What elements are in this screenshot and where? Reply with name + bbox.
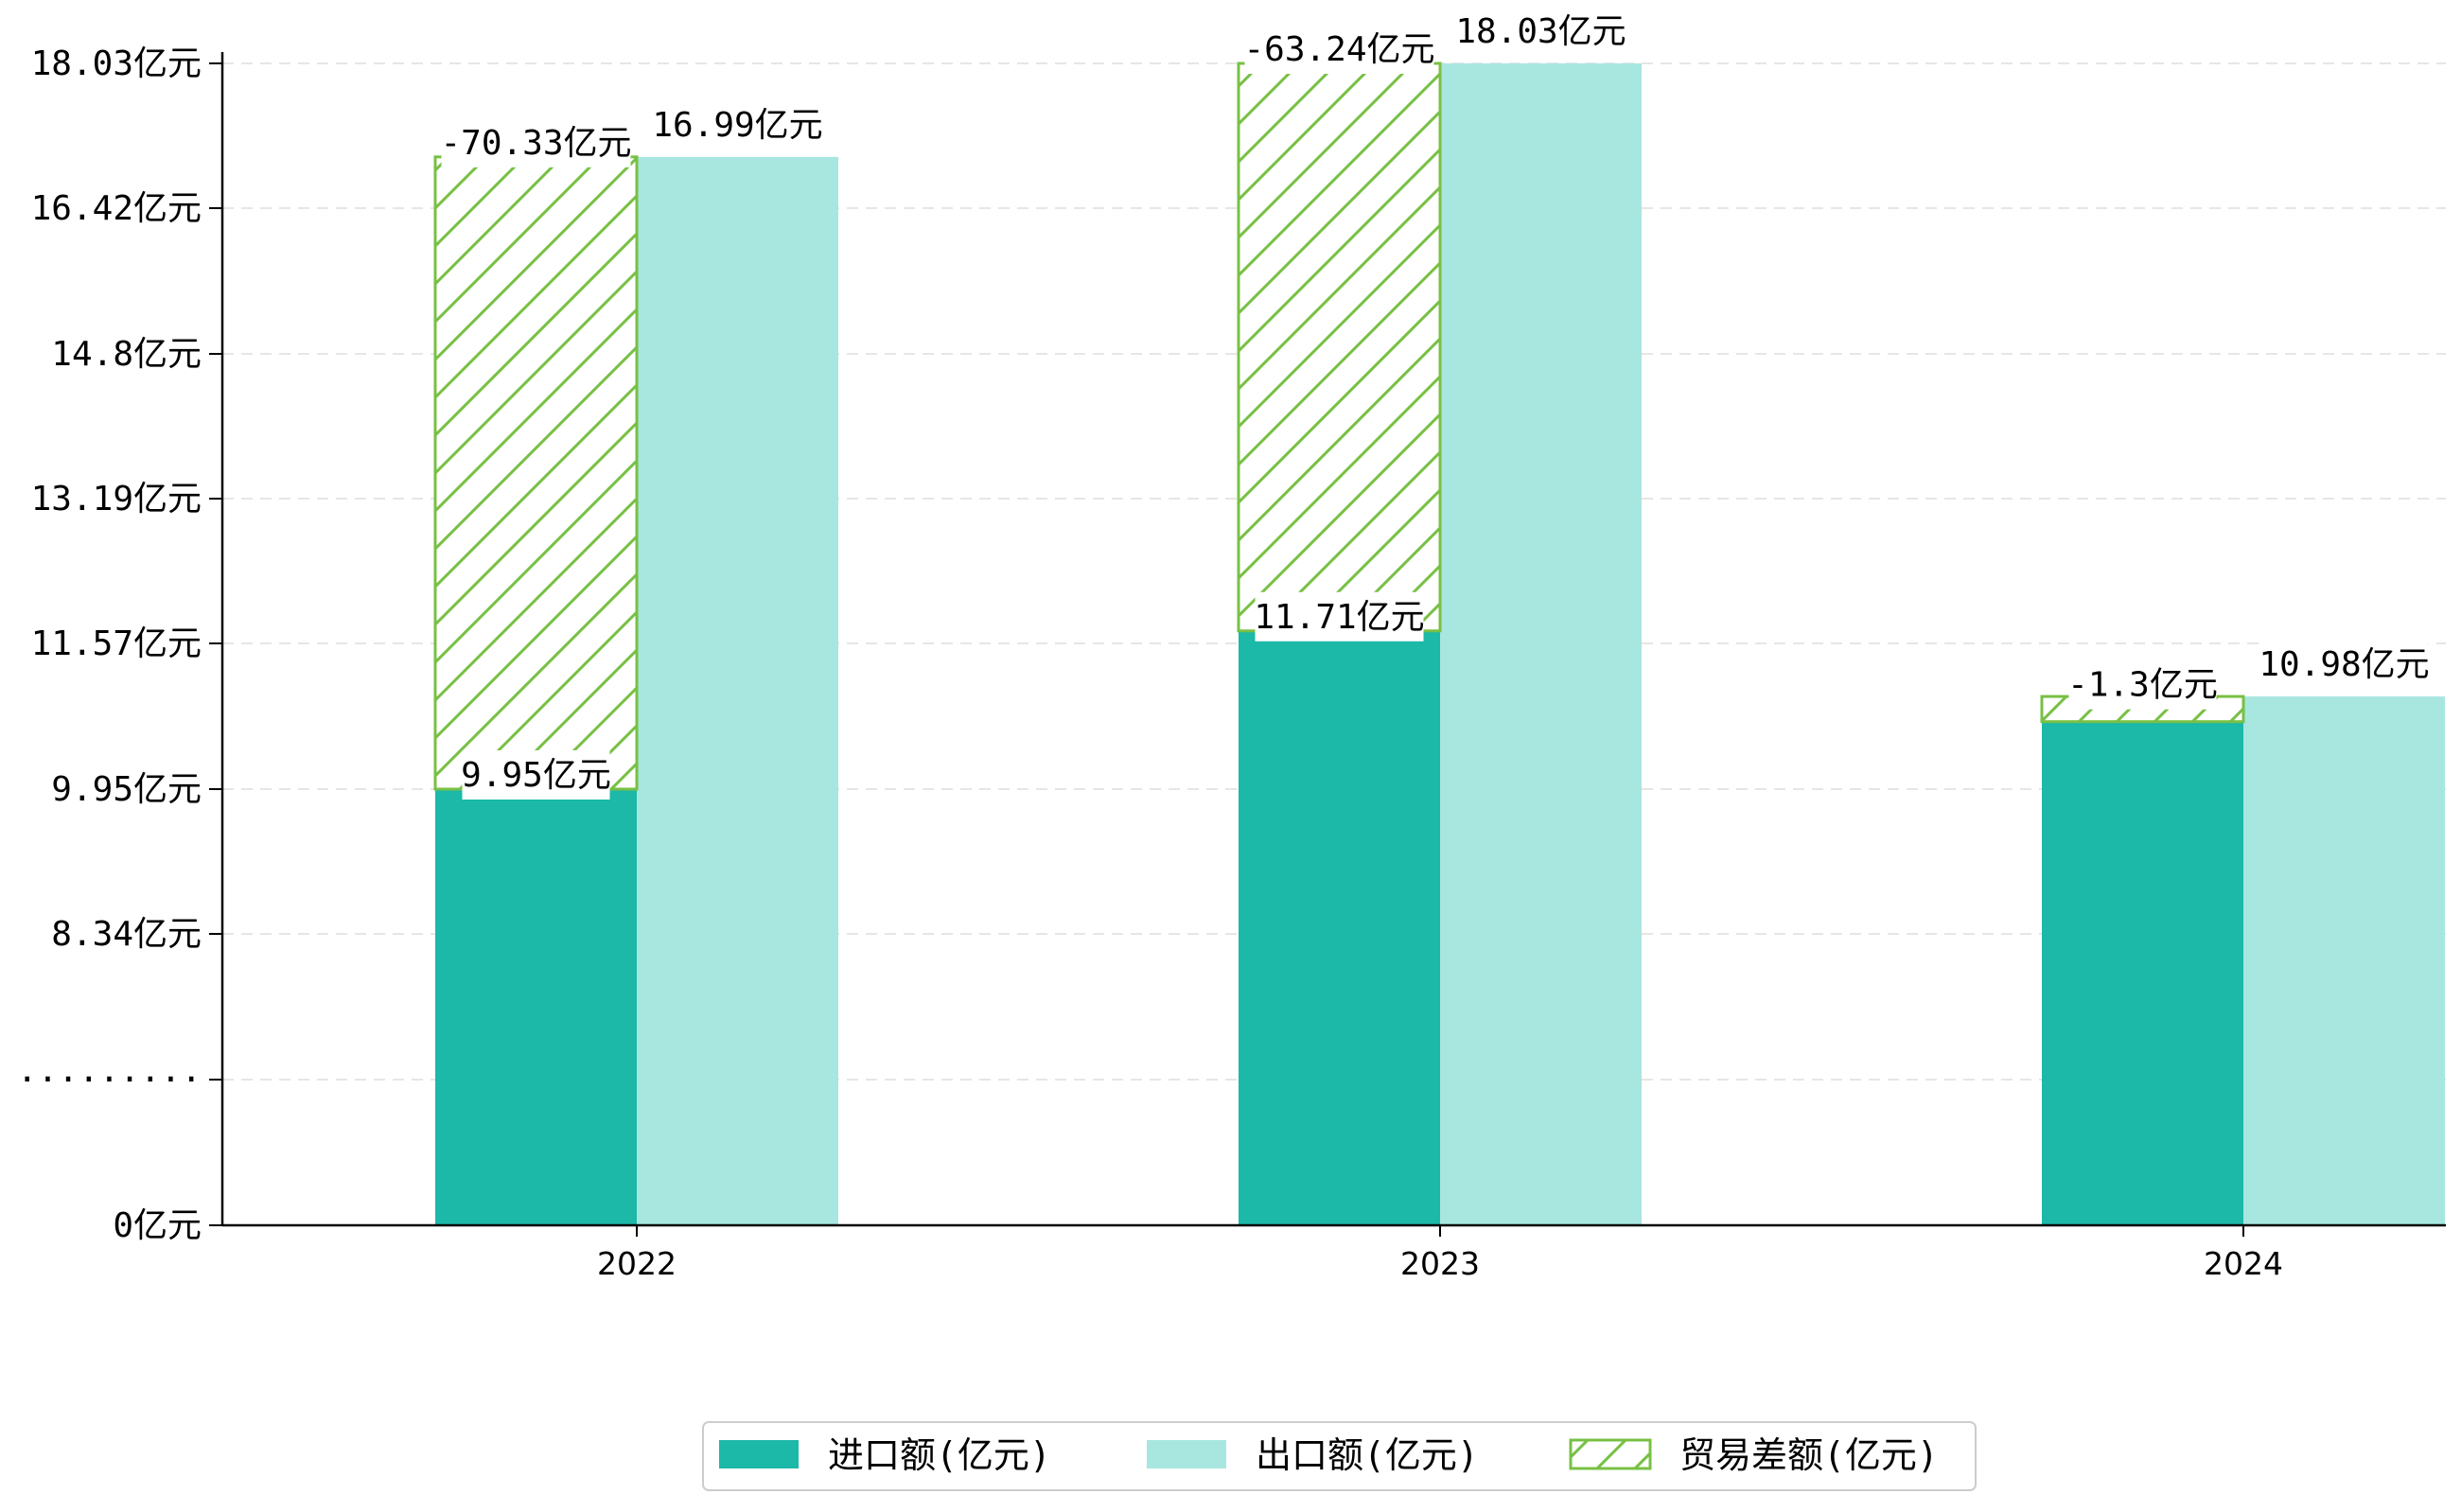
legend-label-0: 进口额(亿元)	[828, 1434, 1051, 1476]
bar-import-2022	[435, 789, 637, 1225]
data-labels: 16.99亿元 -70.33亿元 9.95亿元 18.03亿元 -63.24亿元 11.7…	[440, 7, 2430, 800]
bar-export-2024	[2243, 696, 2445, 1225]
x-tick-label: 2024	[2204, 1245, 2283, 1282]
bar-balance-2023	[1237, 62, 1442, 633]
label-import-2023-bg	[1255, 591, 1424, 642]
label-export-2024-bg	[2259, 640, 2429, 690]
legend-swatch-1	[1147, 1440, 1226, 1468]
label-export-2022-bg	[653, 99, 822, 149]
y-tick-label: 18.03亿元	[31, 44, 202, 83]
y-tick-label: 9.95亿元	[51, 770, 202, 809]
legend-label-1: 出口额(亿元)	[1256, 1434, 1479, 1476]
bar-balance-2022	[433, 155, 639, 791]
label-import-2022-bg	[462, 750, 610, 800]
legend-box	[702, 1421, 1977, 1491]
x-tick-label: 2022	[597, 1245, 677, 1282]
label-import-2024: -1.3亿元	[2067, 666, 2218, 705]
y-tick-label: 11.57亿元	[31, 624, 202, 663]
bar-export-2022	[637, 156, 838, 1226]
label-balance-2023-bg	[1244, 25, 1434, 74]
y-tick-label: 0亿元	[113, 1206, 202, 1245]
bar-export-2023	[1440, 63, 1642, 1225]
label-balance-2022-bg	[441, 117, 631, 167]
label-import-2024-bg	[2068, 659, 2217, 710]
legend-swatch-0	[719, 1440, 799, 1468]
y-tick-label: ·········	[17, 1061, 202, 1099]
y-tick-label: 16.42亿元	[31, 189, 202, 228]
label-export-2022: 16.99亿元	[652, 106, 822, 145]
x-tick-label: 2023	[1400, 1245, 1480, 1282]
label-import-2022: 9.95亿元	[461, 756, 611, 795]
label-balance-2022: -70.33亿元	[440, 124, 631, 163]
legend-label-2: 贸易差额(亿元)	[1679, 1434, 1939, 1476]
label-export-2023-bg	[1456, 7, 1626, 56]
label-export-2023: 18.03亿元	[1455, 12, 1626, 51]
bar-import-2024	[2042, 721, 2243, 1225]
label-export-2024: 10.98亿元	[2259, 645, 2429, 684]
legend: 进口额(亿元) 出口额(亿元) 贸易差额(亿元)	[702, 1421, 1977, 1491]
bar-import-2023	[1239, 630, 1440, 1225]
label-import-2023: 11.71亿元	[1254, 598, 1424, 637]
y-tick-label: 14.8亿元	[51, 335, 202, 374]
axes: 0亿元 ········· 8.34亿元 9.95亿元 11.57亿元 13.19亿元 14…	[17, 44, 2446, 1282]
y-tick-label: 8.34亿元	[51, 915, 202, 954]
legend-swatch-2	[1569, 1438, 1652, 1470]
label-balance-2023: -63.24亿元	[1243, 30, 1434, 69]
y-tick-label: 13.19亿元	[31, 480, 202, 519]
